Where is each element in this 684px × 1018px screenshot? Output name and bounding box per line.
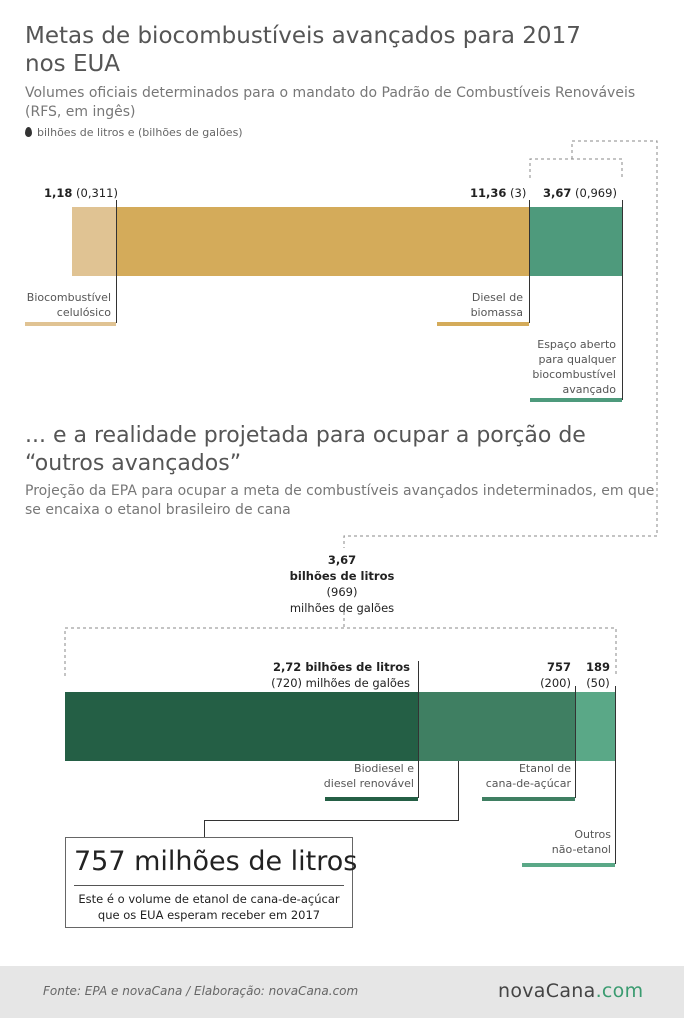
source-text: Fonte: EPA e novaCana / Elaboração: nova…: [43, 984, 359, 998]
other-value-label: 189 (50): [585, 660, 610, 690]
callout-box: 757 milhões de litros Este é o volume de…: [65, 837, 358, 928]
cellulosic-leader-line: [116, 200, 117, 323]
callout-headline: 757 milhões de litros: [74, 846, 358, 877]
bar-biodiesel: [65, 692, 419, 761]
other-underline: [522, 863, 615, 867]
total-note: 3,67 bilhões de litros (969) milhões de …: [289, 553, 395, 615]
callout-leader-horizontal: [204, 820, 459, 821]
connector-to-section2: [343, 140, 658, 548]
open-space-leader-line: [622, 200, 623, 400]
bar-other-non-ethanol: [576, 692, 616, 761]
callout-leader-drop: [204, 820, 205, 837]
callout-text: Este é o volume de etanol de cana-de-açú…: [78, 892, 340, 922]
total-bracket: [64, 627, 617, 676]
section-2-subtitle: Projeção da EPA para ocupar a meta de co…: [25, 483, 655, 518]
open-space-underline: [530, 398, 622, 402]
biomass-label: Diesel de biomassa: [470, 291, 523, 319]
novacana-logo[interactable]: novaCana.com: [498, 980, 644, 1002]
callout-divider: [74, 885, 344, 886]
sugarcane-value-label: 757 (200): [540, 660, 571, 690]
cellulosic-value-label: 1,18 (0,311): [44, 186, 118, 200]
open-space-bracket: [529, 158, 623, 178]
bar-cellulosic: [72, 207, 116, 276]
sugarcane-underline: [482, 797, 575, 801]
cellulosic-underline: [25, 322, 116, 326]
bar-sugarcane-ethanol: [419, 692, 576, 761]
other-leader-line: [615, 686, 616, 864]
sugarcane-leader-line: [575, 686, 576, 798]
chart-title: Metas de biocombustíveis avançados para …: [25, 23, 581, 77]
cellulosic-label: Biocombustível celulósico: [26, 291, 111, 319]
open-space-label: Espaço aberto para qualquer biocombustível…: [532, 338, 616, 396]
section-2-title: ... e a realidade projetada para ocupar …: [25, 423, 586, 476]
sugarcane-label: Etanol de cana-de-açúcar: [485, 762, 571, 790]
biomass-value-label: 11,36 (3): [470, 186, 527, 200]
bar-open-space: [530, 207, 622, 276]
open-space-value-label: 3,67 (0,969): [543, 186, 617, 200]
chart-subtitle: Volumes oficiais determinados para o man…: [25, 85, 636, 120]
drop-icon: [25, 127, 32, 137]
unit-note-text: bilhões de litros e (bilhões de galões): [37, 126, 243, 139]
bar-biomass-diesel: [116, 207, 530, 276]
biodiesel-label: Biodiesel e diesel renovável: [323, 762, 414, 790]
biomass-leader-line: [529, 200, 530, 323]
biomass-underline: [437, 322, 529, 326]
footer: [0, 966, 684, 1018]
unit-note: bilhões de litros e (bilhões de galões): [25, 126, 243, 139]
biodiesel-underline: [325, 797, 418, 801]
other-label: Outros não-etanol: [551, 828, 611, 856]
callout-leader-vertical: [458, 761, 459, 821]
biodiesel-value-label: 2,72 bilhões de litros (720) milhões de …: [271, 660, 410, 690]
biodiesel-leader-line: [418, 661, 419, 798]
